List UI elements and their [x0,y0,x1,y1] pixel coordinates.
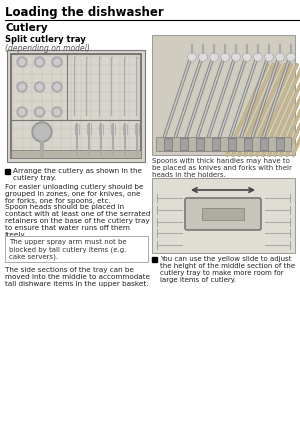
Text: Cutlery: Cutlery [5,23,48,33]
Circle shape [221,53,229,61]
Circle shape [199,53,207,61]
Bar [244,138,252,150]
Circle shape [188,53,196,61]
Bar [156,137,291,151]
Circle shape [54,109,60,115]
Circle shape [232,53,240,61]
Text: The side sections of the tray can be
moved into the middle to accommodate
tall d: The side sections of the tray can be mov… [5,267,150,287]
Bar [152,257,157,262]
Circle shape [19,109,25,115]
Circle shape [221,53,229,61]
Circle shape [287,53,295,61]
Circle shape [34,107,44,117]
Circle shape [34,82,44,92]
Bar [5,169,10,174]
Bar [212,138,220,150]
Text: Split cutlery tray: Split cutlery tray [5,35,86,44]
Text: Arrange the cutlery as shown in the
cutlery tray.: Arrange the cutlery as shown in the cutl… [13,168,142,181]
Circle shape [276,53,284,61]
Circle shape [17,107,27,117]
Circle shape [232,53,240,61]
Circle shape [188,53,196,61]
Circle shape [276,53,284,61]
Text: Spoon heads should be placed in
contact with at least one of the serrated
retain: Spoon heads should be placed in contact … [5,204,150,238]
Circle shape [17,57,27,67]
Circle shape [34,124,50,140]
Circle shape [265,53,273,61]
Circle shape [210,53,218,61]
Bar [196,138,204,150]
Circle shape [265,53,273,61]
Circle shape [19,59,25,65]
Text: For easier unloading cutlery should be
grouped in zones, one for knives, one
for: For easier unloading cutlery should be g… [5,184,143,204]
Circle shape [287,53,295,61]
Circle shape [37,109,43,115]
Bar [228,138,236,150]
Circle shape [210,53,218,61]
Circle shape [32,122,52,142]
Circle shape [254,53,262,61]
Bar [11,54,141,158]
Circle shape [52,82,62,92]
Bar [152,178,295,253]
Text: (depending on model): (depending on model) [5,44,90,53]
Bar [202,208,244,220]
Circle shape [37,59,43,65]
Bar [11,150,141,158]
Bar [276,138,284,150]
Circle shape [254,53,262,61]
Bar [7,50,145,162]
Text: Loading the dishwasher: Loading the dishwasher [5,6,164,19]
Circle shape [243,53,251,61]
Bar [260,138,268,150]
Circle shape [52,107,62,117]
Text: Spoons with thick handles may have to
be placed as knives and forks with their
h: Spoons with thick handles may have to be… [152,158,292,178]
Bar [164,138,172,150]
Text: You can use the yellow slide to adjust
the height of the middle section of the
c: You can use the yellow slide to adjust t… [160,256,295,283]
Circle shape [52,57,62,67]
FancyBboxPatch shape [185,198,261,230]
Circle shape [199,53,207,61]
Bar [152,35,295,155]
Text: The upper spray arm must not be
blocked by tall cutlery items (e.g.
cake servers: The upper spray arm must not be blocked … [9,239,127,260]
Circle shape [34,57,44,67]
Circle shape [243,53,251,61]
Bar [180,138,188,150]
Circle shape [37,84,43,90]
Circle shape [17,82,27,92]
Circle shape [54,84,60,90]
Bar [5,236,148,262]
Circle shape [19,84,25,90]
Circle shape [54,59,60,65]
